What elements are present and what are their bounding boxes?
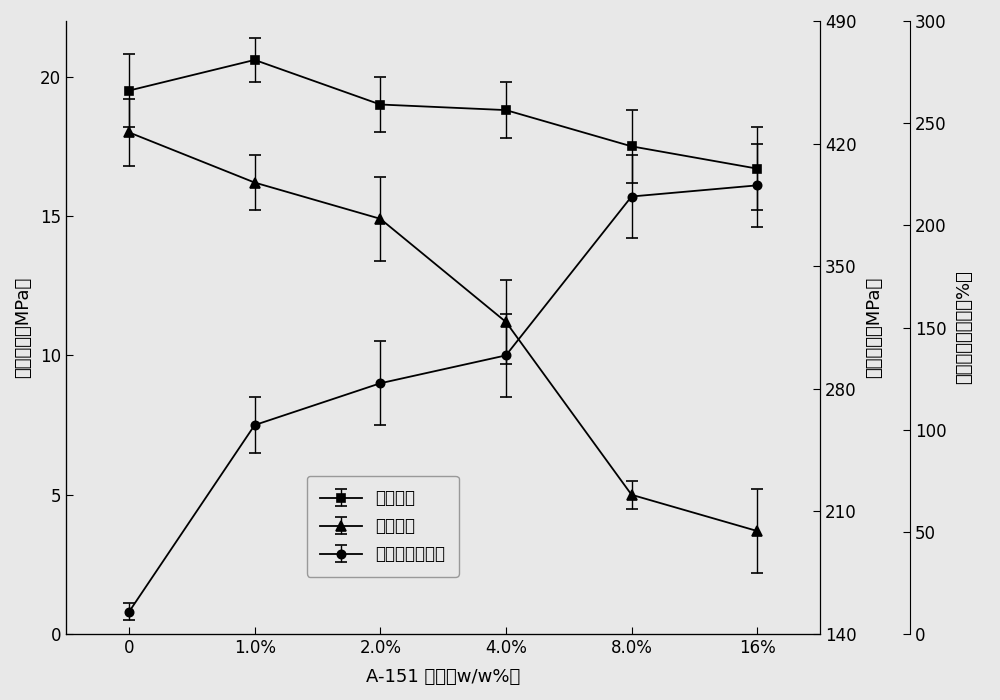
Y-axis label: 拉伸断裂伸长率（%）: 拉伸断裂伸长率（%） — [955, 271, 973, 384]
Y-axis label: 拉伸强度（MPa）: 拉伸强度（MPa） — [14, 277, 32, 378]
Legend: 拉伸强度, 拉伸模量, 拉伸断裂伸长率: 拉伸强度, 拉伸模量, 拉伸断裂伸长率 — [307, 476, 459, 577]
Y-axis label: 拉伸模量（MPa）: 拉伸模量（MPa） — [865, 277, 883, 378]
X-axis label: A-151 浓度（w/w%）: A-151 浓度（w/w%） — [366, 668, 520, 686]
